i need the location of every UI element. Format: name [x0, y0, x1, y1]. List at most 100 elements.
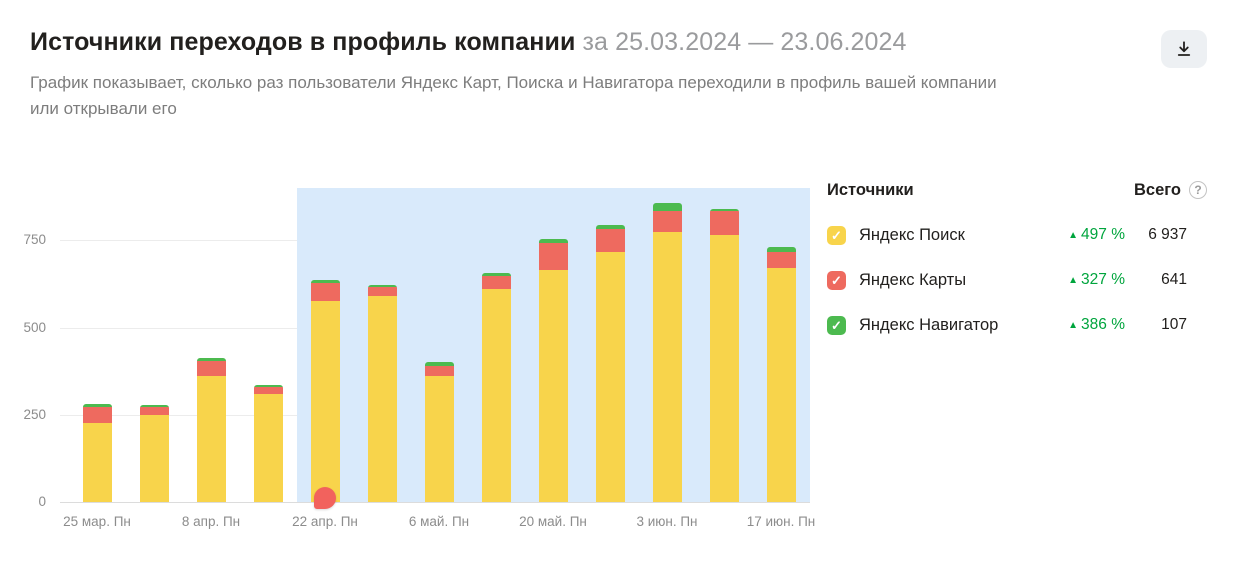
bar-stack[interactable]: [82, 404, 112, 502]
page-title: Источники переходов в профиль компании з…: [30, 28, 1030, 57]
legend-total-header: Всего: [1133, 180, 1181, 199]
bar-segment: [424, 376, 454, 502]
bar-stack[interactable]: [766, 247, 796, 502]
bar-stack[interactable]: [367, 284, 397, 502]
bar-stack[interactable]: [139, 405, 169, 502]
bar-segment: [766, 247, 796, 252]
x-axis-label: 3 июн. Пн: [636, 514, 698, 529]
bar-stack[interactable]: [310, 279, 340, 502]
download-button[interactable]: [1161, 30, 1207, 68]
checkbox-yandex-navigator[interactable]: ✓: [827, 315, 846, 335]
bar-segment: [709, 235, 739, 502]
bar-segment: [766, 251, 796, 269]
bar-segment: [538, 239, 568, 243]
legend-item-label: Яндекс Карты: [859, 270, 967, 289]
legend-total-header-group: Всего ?: [1134, 181, 1207, 200]
x-axis-label: 6 май. Пн: [408, 514, 470, 529]
bar-segment: [481, 275, 511, 290]
legend-sources-header: Источники: [827, 180, 914, 199]
legend-item-yandex-maps: ✓ Яндекс Карты ▲ 327 % 641: [827, 268, 1207, 292]
bar-segment: [196, 360, 226, 377]
bar-segment: [310, 301, 340, 502]
legend-header: Источники Всего ?: [827, 178, 1207, 202]
bar-segment: [595, 224, 625, 229]
bar-segment: [253, 386, 283, 394]
plot-area: 0 250 500 750 25 мар. Пн 8 апр. Пн 22 апр. Пн 6…: [23, 188, 815, 529]
bar-stack[interactable]: [595, 224, 625, 502]
bar-segment: [139, 414, 169, 502]
bar-segment: [595, 228, 625, 253]
bar-segment: [310, 283, 340, 302]
bar-segment: [196, 357, 226, 361]
x-axis-label: 22 апр. Пн: [292, 514, 358, 529]
legend-item-label: Яндекс Поиск: [859, 225, 965, 244]
bar-stack[interactable]: [652, 202, 682, 502]
legend-item-label: Яндекс Навигатор: [859, 315, 999, 334]
up-arrow-icon: ▲: [1068, 275, 1079, 286]
delta-percent: 386 %: [1081, 316, 1125, 333]
bar-segment: [709, 211, 739, 236]
bar-segment: [367, 296, 397, 502]
total-value: 107: [1161, 316, 1187, 333]
check-icon: ✓: [831, 227, 842, 243]
bar-segment: [367, 287, 397, 297]
check-icon: ✓: [831, 272, 842, 288]
x-axis-label: 8 апр. Пн: [181, 514, 241, 529]
bar-segment: [196, 376, 226, 502]
check-icon: ✓: [831, 317, 842, 333]
delta-value: ▲ 327 %: [1039, 271, 1125, 289]
bar-segment: [538, 242, 568, 270]
comment-marker[interactable]: [314, 487, 336, 509]
header-text: Источники переходов в профиль компании з…: [30, 28, 1030, 122]
bar-segment: [595, 252, 625, 502]
bar-stack[interactable]: [424, 361, 454, 502]
legend-item-yandex-search: ✓ Яндекс Поиск ▲ 497 % 6 937: [827, 223, 1207, 247]
checkbox-yandex-maps[interactable]: ✓: [827, 270, 846, 290]
bar-segment: [766, 268, 796, 502]
bar-segment: [424, 365, 454, 377]
gridline: [60, 502, 810, 503]
bar-segment: [253, 385, 283, 387]
help-icon[interactable]: ?: [1189, 181, 1207, 199]
bar-stack[interactable]: [253, 385, 283, 502]
y-axis-label: 750: [23, 232, 46, 248]
date-range: за 25.03.2024 — 23.06.2024: [582, 28, 907, 56]
bar-segment: [82, 404, 112, 407]
bar-segment: [367, 284, 397, 288]
checkbox-yandex-search[interactable]: ✓: [827, 225, 846, 245]
up-arrow-icon: ▲: [1068, 320, 1079, 331]
y-axis-label: 0: [38, 494, 46, 509]
x-axis-label: 20 май. Пн: [519, 514, 587, 529]
bar-segment: [82, 406, 112, 424]
delta-percent: 497 %: [1081, 226, 1125, 243]
total-value: 6 937: [1148, 226, 1187, 243]
y-axis-label: 500: [23, 319, 46, 335]
bar-segment: [481, 289, 511, 502]
page-header: Источники переходов в профиль компании з…: [0, 0, 1241, 122]
page-subtitle: График показывает, сколько раз пользоват…: [30, 73, 997, 118]
bar-segment: [139, 405, 169, 408]
delta-value: ▲ 497 %: [1039, 226, 1125, 244]
bar-segment: [310, 279, 340, 284]
bar-stack[interactable]: [196, 357, 226, 502]
delta-percent: 327 %: [1081, 271, 1125, 288]
y-axis-label: 250: [23, 406, 46, 422]
bar-segment: [709, 208, 739, 212]
page-title-text: Источники переходов в профиль компании: [30, 28, 576, 56]
bar-segment: [538, 270, 568, 502]
delta-value: ▲ 386 %: [1039, 316, 1125, 334]
bar-stack[interactable]: [709, 208, 739, 502]
bar-segment: [253, 393, 283, 502]
x-axis-label: 17 июн. Пн: [746, 514, 816, 529]
bar-segment: [82, 423, 112, 502]
bar-segment: [652, 211, 682, 232]
bar-segment: [652, 231, 682, 502]
bar-segment: [481, 273, 511, 276]
bar-stack[interactable]: [481, 273, 511, 502]
bar-segment: [424, 361, 454, 366]
total-value: 641: [1161, 271, 1187, 288]
bar-stack[interactable]: [538, 239, 568, 502]
up-arrow-icon: ▲: [1068, 230, 1079, 241]
download-icon: [1177, 41, 1191, 56]
